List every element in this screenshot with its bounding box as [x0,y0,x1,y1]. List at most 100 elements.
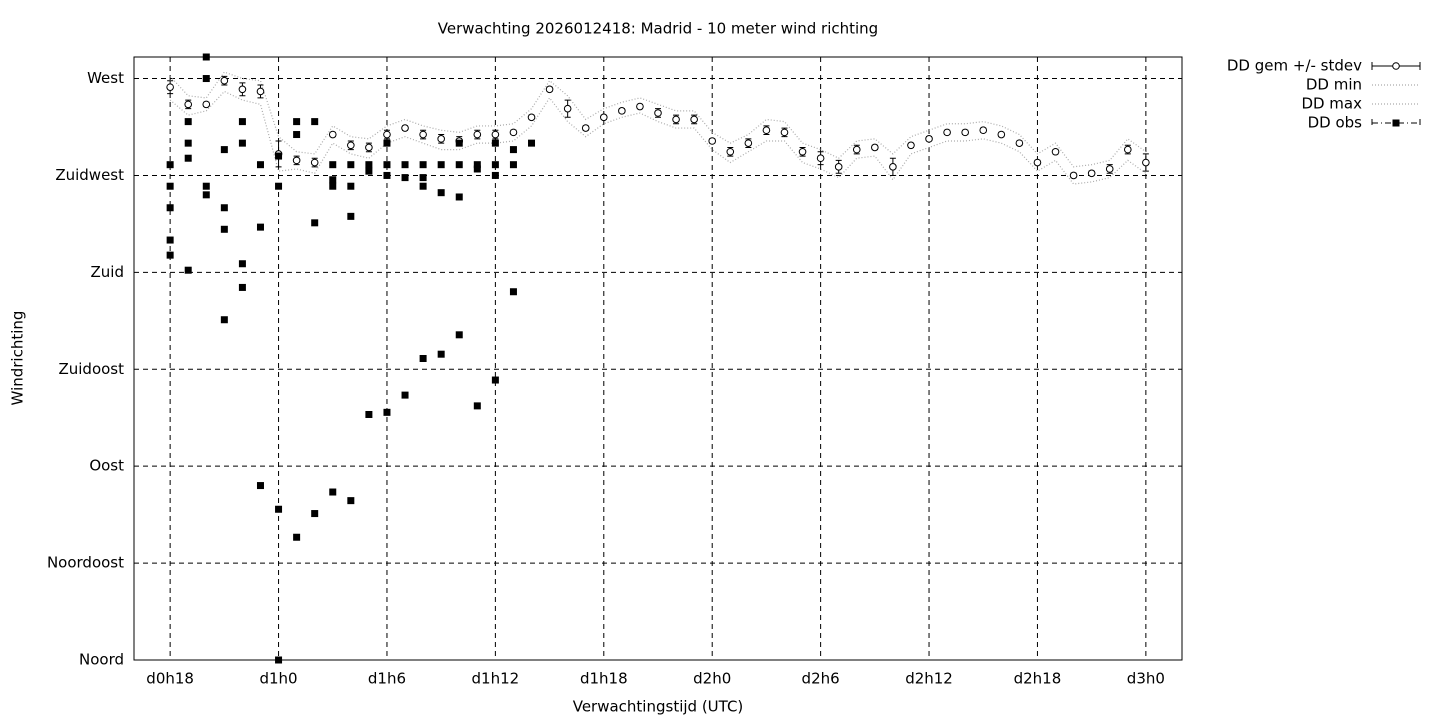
obs-point [293,131,301,139]
obs-point [220,316,228,324]
obs-point [184,118,192,126]
obs-point [329,488,337,496]
obs-point [383,408,391,416]
chart-title: Verwachting 2026012418: Madrid - 10 mete… [438,20,878,38]
obs-point [401,174,409,182]
x-tick-label: d0h18 [146,670,194,688]
mean-point [563,104,572,113]
obs-point [293,118,301,126]
obs-point [347,161,355,169]
obs-point [383,161,391,169]
obs-point [256,482,264,490]
mean-point [599,113,608,122]
x-tick-label: d2h6 [802,670,840,688]
obs-point [383,171,391,179]
obs-point [329,161,337,169]
mean-point [202,100,211,109]
mean-point [708,137,717,145]
obs-point [491,139,499,147]
mean-point [184,100,193,109]
obs-point [491,161,499,169]
mean-point [1033,158,1042,167]
mean-point [997,130,1006,139]
mean-point [328,130,337,139]
obs-point [509,146,517,154]
mean-point [889,163,897,171]
y-tick-label: Zuid [91,263,124,281]
mean-point [437,135,445,143]
legend-sample [1392,62,1400,70]
obs-point [220,146,228,154]
obs-point [347,497,355,505]
obs-point [202,182,210,190]
mean-point [672,115,680,124]
obs-point [275,152,283,160]
y-tick-label: Zuidoost [58,360,124,378]
obs-point [419,355,427,362]
x-tick-label: d3h0 [1127,670,1165,688]
mean-point [310,158,319,167]
mean-point [1015,139,1024,147]
mean-point [690,115,698,124]
mean-point [816,154,825,163]
x-tick-label: d1h0 [259,670,297,688]
mean-point [473,130,482,139]
mean-point [798,147,807,156]
mean-point [744,139,753,147]
y-tick-label: West [87,69,124,87]
y-tick-label: Zuidwest [55,166,124,184]
mean-point [383,130,391,139]
mean-point [256,87,265,96]
mean-point [347,141,355,150]
obs-point [220,225,228,233]
x-tick-label: d1h18 [580,670,628,688]
obs-point [238,283,246,291]
obs-point [347,212,355,220]
obs-point [220,204,228,212]
mean-point [292,156,301,165]
obs-point [455,139,463,147]
mean-point [509,128,518,137]
obs-point [184,154,192,162]
mean-point [636,102,644,111]
mean-point [581,124,590,132]
legend-sample [1392,119,1400,127]
obs-point [491,376,499,384]
obs-point [166,182,174,190]
mean-point [1069,171,1078,180]
x-tick-label: d2h0 [693,670,731,688]
mean-point [979,126,988,135]
obs-point [509,161,517,169]
obs-point [473,165,481,173]
mean-point [834,163,843,171]
mean-point [1087,169,1096,178]
mean-point [961,128,969,137]
mean-point [618,107,626,115]
legend-label: DD max [1301,95,1362,113]
mean-point [762,126,771,135]
mean-point [238,85,247,94]
y-tick-label: Noordoost [47,554,124,572]
obs-point [329,176,337,184]
obs-point [184,266,192,274]
mean-point [925,135,933,143]
mean-point [491,130,500,139]
mean-point [220,76,229,85]
obs-point [509,288,517,296]
legend-sample [1371,119,1421,127]
obs-point [455,331,463,339]
obs-point [528,139,536,147]
y-tick-label: Noord [79,651,124,669]
mean-point [166,83,174,91]
mean-point [871,143,879,152]
obs-point [419,182,427,190]
obs-point [202,75,210,83]
y-axis-label: Windrichting [9,311,27,406]
obs-point [455,193,463,201]
obs-point [419,161,427,169]
obs-point [437,189,445,197]
mean-point [1051,147,1060,156]
obs-point [202,53,210,61]
obs-point [347,182,355,190]
obs-point [419,174,427,182]
